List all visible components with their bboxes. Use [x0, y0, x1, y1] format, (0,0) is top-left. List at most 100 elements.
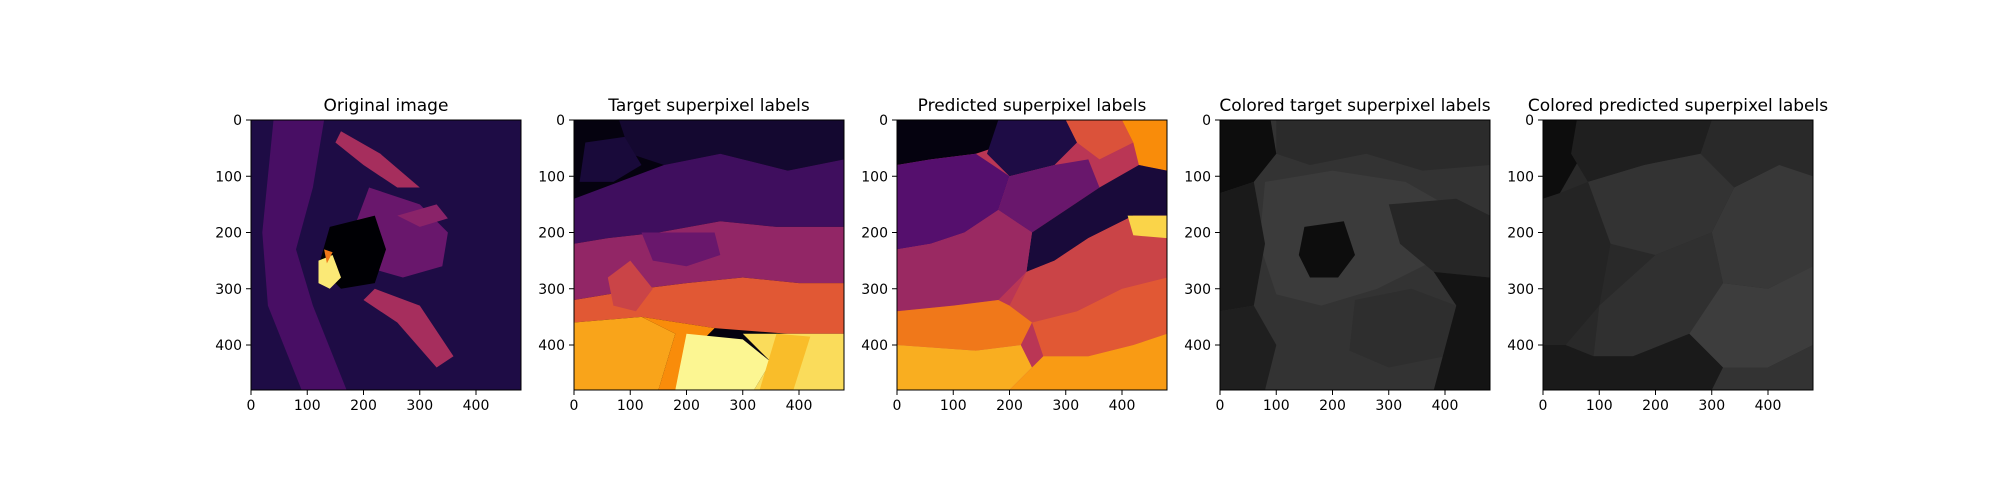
y-tick-label: 200	[538, 226, 565, 242]
label-region	[897, 300, 1032, 351]
label-region	[1388, 198, 1490, 278]
x-tick-label: 400	[1755, 398, 1782, 414]
label-region	[1220, 181, 1265, 312]
label-region	[1009, 215, 1167, 323]
label-region	[641, 232, 721, 267]
label-region	[1543, 120, 1583, 199]
label-region	[1122, 120, 1167, 171]
label-region	[607, 260, 653, 312]
label-region	[397, 204, 448, 227]
y-tick-label: 200	[861, 226, 888, 242]
x-tick-label: 300	[1375, 398, 1402, 414]
axes-frame	[1542, 119, 1814, 391]
x-tick-label: 400	[463, 398, 490, 414]
axes-frame	[573, 119, 845, 391]
x-tick-label: 300	[1052, 398, 1079, 414]
panel-title: Predicted superpixel labels	[918, 96, 1147, 116]
panel-1: Original image 0 100 200 300 400 0 100 200 300 400	[215, 96, 522, 414]
label-region	[1032, 277, 1167, 357]
x-tick-label: 0	[893, 398, 902, 414]
label-region	[1349, 288, 1457, 368]
x-tick-label: 0	[1539, 398, 1548, 414]
y-tick-label: 100	[861, 169, 888, 185]
label-region	[998, 159, 1100, 233]
label-region	[1433, 271, 1490, 390]
panel-4: Colored target superpixel labels 0 100 200 3…	[1184, 96, 1490, 414]
y-tick-label: 200	[1184, 226, 1211, 242]
x-tick-label: 200	[1642, 398, 1669, 414]
y-tick-label: 0	[1202, 113, 1211, 129]
y-tick-label: 100	[215, 169, 242, 185]
label-region	[987, 120, 1077, 177]
x-tick-label: 100	[617, 398, 644, 414]
label-region	[897, 120, 1010, 165]
y-tick-label: 400	[861, 338, 888, 354]
panel-title: Colored predicted superpixel labels	[1528, 96, 1828, 116]
y-tick-label: 300	[1184, 282, 1211, 298]
label-region	[318, 255, 341, 289]
y-tick-label: 400	[1507, 338, 1534, 354]
y-tick-label: 200	[1507, 226, 1534, 242]
label-region	[759, 333, 811, 390]
y-tick-label: 300	[215, 282, 242, 298]
image-area	[897, 120, 1167, 390]
image-area	[574, 120, 844, 390]
label-region	[262, 120, 347, 390]
label-region	[1543, 333, 1723, 390]
x-tick-label: 400	[1109, 398, 1136, 414]
y-tick-label: 100	[538, 169, 565, 185]
x-tick-label: 0	[1216, 398, 1225, 414]
panel-title: Colored target superpixel labels	[1219, 96, 1490, 116]
x-tick-label: 200	[350, 398, 377, 414]
label-region	[1593, 232, 1723, 357]
label-region	[363, 288, 454, 368]
label-region	[1711, 345, 1813, 390]
y-tick-label: 300	[861, 282, 888, 298]
axes-frame	[250, 119, 522, 391]
y-tick-label: 400	[538, 338, 565, 354]
label-region	[897, 153, 1010, 250]
image-area	[251, 120, 521, 390]
x-tick-label: 200	[673, 398, 700, 414]
x-tick-label: 300	[1698, 398, 1725, 414]
label-region	[1571, 120, 1712, 182]
x-tick-label: 400	[1432, 398, 1459, 414]
image-area	[1220, 120, 1490, 390]
label-region	[675, 333, 771, 390]
label-region	[1026, 165, 1167, 272]
y-tick-label: 400	[215, 338, 242, 354]
x-tick-label: 100	[294, 398, 321, 414]
x-tick-label: 400	[786, 398, 813, 414]
y-tick-label: 0	[1525, 113, 1534, 129]
label-region	[579, 136, 642, 182]
y-tick-label: 0	[879, 113, 888, 129]
y-tick-label: 0	[556, 113, 565, 129]
panel-title: Original image	[324, 96, 449, 116]
label-region	[1588, 153, 1735, 255]
x-tick-label: 200	[1319, 398, 1346, 414]
x-tick-label: 300	[729, 398, 756, 414]
label-region	[619, 120, 844, 171]
label-region	[335, 131, 420, 188]
x-tick-label: 0	[570, 398, 579, 414]
label-region	[897, 210, 1032, 312]
label-region	[1689, 266, 1813, 368]
panel-3: Predicted superpixel labels 0 100 200 300 400…	[861, 96, 1168, 414]
y-tick-label: 100	[1184, 169, 1211, 185]
label-region	[324, 249, 333, 264]
label-region	[1276, 120, 1490, 171]
x-tick-label: 300	[406, 398, 433, 414]
label-region	[574, 153, 844, 244]
label-region	[574, 316, 676, 390]
panel-title: Target superpixel labels	[607, 96, 810, 116]
label-region	[1065, 120, 1134, 160]
label-region	[1543, 181, 1611, 345]
label-region	[1298, 221, 1355, 278]
y-tick-label: 300	[1507, 282, 1534, 298]
y-tick-label: 200	[215, 226, 242, 242]
x-tick-label: 100	[1586, 398, 1613, 414]
y-tick-label: 100	[1507, 169, 1534, 185]
x-tick-label: 100	[940, 398, 967, 414]
label-region	[897, 345, 1032, 390]
y-tick-label: 300	[538, 282, 565, 298]
